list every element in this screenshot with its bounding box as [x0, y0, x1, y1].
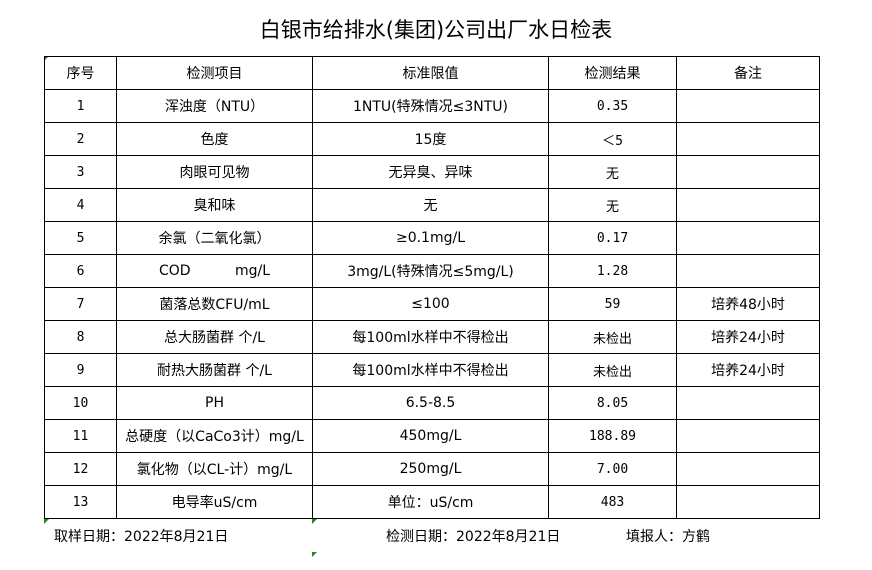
row-number: 5 [44, 221, 117, 255]
table-row: 13 电导率uS/cm 单位：uS/cm 483 [44, 485, 820, 519]
test-item: PH [116, 386, 313, 420]
remark [676, 419, 820, 453]
test-item: 氯化物（以CL-计）mg/L [116, 452, 313, 486]
header-cell: 检测项目 [116, 56, 313, 90]
table-row: 12 氯化物（以CL-计）mg/L 250mg/L 7.00 [44, 452, 820, 486]
row-number: 6 [44, 254, 117, 288]
remark [676, 89, 820, 123]
test-result: 未检出 [548, 320, 677, 354]
test-result: 188.89 [548, 419, 677, 453]
header-row: 序号 检测项目 标准限值 检测结果 备注 [44, 56, 820, 90]
row-number: 8 [44, 320, 117, 354]
test-result: 未检出 [548, 353, 677, 387]
row-number: 4 [44, 188, 117, 222]
table-row: 10 PH 6.5-8.5 8.05 [44, 386, 820, 420]
table-row: 3 肉眼可见物 无异臭、异味无 [44, 155, 820, 189]
inspection-table: 序号 检测项目 标准限值 检测结果 备注 1 浑浊度（NTU） 1NTU(特殊情况≤… [44, 56, 820, 519]
test-result: 无 [548, 188, 677, 222]
cell-marker [312, 552, 317, 557]
table-row: 4 臭和味无无 [44, 188, 820, 222]
table-row: 6 COD mg/L 3mg/L(特殊情况≤5mg/L) 1.28 [44, 254, 820, 288]
reporter: 填报人：方鹤 [626, 529, 710, 545]
test-result: 59 [548, 287, 677, 321]
row-number: 12 [44, 452, 117, 486]
test-result: 483 [548, 485, 677, 519]
remark: 培养24小时 [676, 353, 820, 387]
test-item: 总大肠菌群 个/L [116, 320, 313, 354]
test-date: 检测日期：2022年8月21日 [386, 529, 561, 545]
test-result: 0.17 [548, 221, 677, 255]
test-result: 无 [548, 155, 677, 189]
standard-limit: 每100ml水样中不得检出 [312, 320, 549, 354]
test-item: 余氯（二氧化氯） [116, 221, 313, 255]
row-number: 1 [44, 89, 117, 123]
remark [676, 122, 820, 156]
table-row: 5 余氯（二氧化氯） ≥0.1mg/L 0.17 [44, 221, 820, 255]
test-item: COD mg/L [116, 254, 313, 288]
table-row: 8 总大肠菌群 个/L 每100ml水样中不得检出 未检出 培养24小时 [44, 320, 820, 354]
test-item: 耐热大肠菌群 个/L [116, 353, 313, 387]
remark [676, 188, 820, 222]
page-title: 白银市给排水(集团)公司出厂水日检表 [259, 18, 613, 42]
row-number: 3 [44, 155, 117, 189]
header-cell: 检测结果 [548, 56, 677, 90]
test-item: 浑浊度（NTU） [116, 89, 313, 123]
row-number: 13 [44, 485, 117, 519]
table-row: 1 浑浊度（NTU） 1NTU(特殊情况≤3NTU) 0.35 [44, 89, 820, 123]
standard-limit: 无异臭、异味 [312, 155, 549, 189]
standard-limit: 15度 [312, 122, 549, 156]
standard-limit: 450mg/L [312, 419, 549, 453]
header-cell: 标准限值 [312, 56, 549, 90]
table-row: 2 色度 15度 ＜5 [44, 122, 820, 156]
table-row: 9 耐热大肠菌群 个/L 每100ml水样中不得检出 未检出 培养24小时 [44, 353, 820, 387]
header-cell: 序号 [44, 56, 117, 90]
test-item: 菌落总数CFU/mL [116, 287, 313, 321]
remark [676, 254, 820, 288]
remark: 培养48小时 [676, 287, 820, 321]
row-number: 2 [44, 122, 117, 156]
remark [676, 485, 820, 519]
table-row: 7 菌落总数CFU/mL ≤100 59 培养48小时 [44, 287, 820, 321]
standard-limit: 3mg/L(特殊情况≤5mg/L) [312, 254, 549, 288]
remark [676, 386, 820, 420]
test-item: 臭和味 [116, 188, 313, 222]
standard-limit: 1NTU(特殊情况≤3NTU) [312, 89, 549, 123]
standard-limit: 单位：uS/cm [312, 485, 549, 519]
remark [676, 155, 820, 189]
test-result: 1.28 [548, 254, 677, 288]
test-item: 总硬度（以CaCo3计）mg/L [116, 419, 313, 453]
standard-limit: 250mg/L [312, 452, 549, 486]
row-number: 11 [44, 419, 117, 453]
test-result: ＜5 [548, 122, 677, 156]
standard-limit: 每100ml水样中不得检出 [312, 353, 549, 387]
row-number: 9 [44, 353, 117, 387]
standard-limit: ≤100 [312, 287, 549, 321]
test-result: 8.05 [548, 386, 677, 420]
test-item: 肉眼可见物 [116, 155, 313, 189]
remark [676, 221, 820, 255]
remark [676, 452, 820, 486]
remark: 培养24小时 [676, 320, 820, 354]
standard-limit: 6.5-8.5 [312, 386, 549, 420]
test-item: 色度 [116, 122, 313, 156]
test-result: 0.35 [548, 89, 677, 123]
cell-marker [44, 519, 49, 524]
row-number: 10 [44, 386, 117, 420]
table-row: 11 总硬度（以CaCo3计）mg/L 450mg/L 188.89 [44, 419, 820, 453]
test-result: 7.00 [548, 452, 677, 486]
cell-marker [312, 519, 317, 524]
sample-date: 取样日期：2022年8月21日 [54, 529, 229, 545]
row-number: 7 [44, 287, 117, 321]
standard-limit: 无 [312, 188, 549, 222]
test-item: 电导率uS/cm [116, 485, 313, 519]
header-cell: 备注 [676, 56, 820, 90]
standard-limit: ≥0.1mg/L [312, 221, 549, 255]
